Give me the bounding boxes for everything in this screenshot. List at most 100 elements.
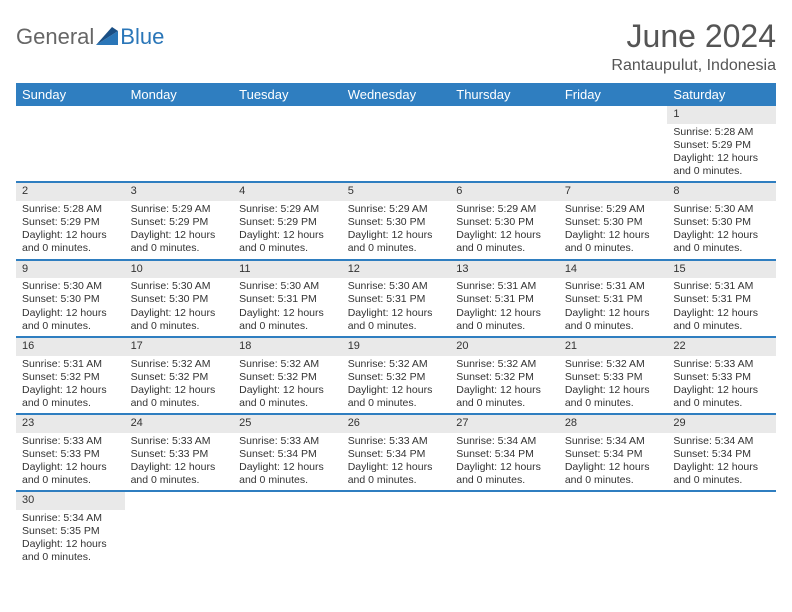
- day-number-cell: 9: [16, 260, 125, 279]
- day-info-cell: Sunrise: 5:31 AMSunset: 5:31 PMDaylight:…: [450, 278, 559, 337]
- day-info-cell: [450, 510, 559, 568]
- day-number-cell: [125, 491, 234, 510]
- daylight-text: Daylight: 12 hours and 0 minutes.: [348, 384, 433, 409]
- sunrise-text: Sunrise: 5:34 AM: [565, 435, 645, 447]
- sunset-text: Sunset: 5:34 PM: [673, 448, 751, 460]
- sunrise-text: Sunrise: 5:30 AM: [673, 203, 753, 215]
- day-number-cell: [233, 491, 342, 510]
- day-info-cell: Sunrise: 5:34 AMSunset: 5:34 PMDaylight:…: [667, 433, 776, 492]
- day-info-cell: [559, 124, 668, 183]
- day-info-cell: Sunrise: 5:32 AMSunset: 5:32 PMDaylight:…: [233, 356, 342, 415]
- calendar-header-row: SundayMondayTuesdayWednesdayThursdayFrid…: [16, 83, 776, 106]
- day-info-cell: Sunrise: 5:31 AMSunset: 5:32 PMDaylight:…: [16, 356, 125, 415]
- day-number-cell: 17: [125, 337, 234, 356]
- day-info-cell: Sunrise: 5:29 AMSunset: 5:30 PMDaylight:…: [559, 201, 668, 260]
- day-header: Saturday: [667, 83, 776, 106]
- sunset-text: Sunset: 5:31 PM: [673, 293, 751, 305]
- sunset-text: Sunset: 5:29 PM: [673, 139, 751, 151]
- day-info-cell: [342, 124, 451, 183]
- day-number-cell: 3: [125, 182, 234, 201]
- day-number-row: 9101112131415: [16, 260, 776, 279]
- day-info-row: Sunrise: 5:34 AMSunset: 5:35 PMDaylight:…: [16, 510, 776, 568]
- daylight-text: Daylight: 12 hours and 0 minutes.: [673, 307, 758, 332]
- daylight-text: Daylight: 12 hours and 0 minutes.: [565, 384, 650, 409]
- sunset-text: Sunset: 5:31 PM: [239, 293, 317, 305]
- sunset-text: Sunset: 5:30 PM: [565, 216, 643, 228]
- sunset-text: Sunset: 5:30 PM: [673, 216, 751, 228]
- day-info-cell: Sunrise: 5:32 AMSunset: 5:32 PMDaylight:…: [450, 356, 559, 415]
- day-header: Tuesday: [233, 83, 342, 106]
- daylight-text: Daylight: 12 hours and 0 minutes.: [456, 307, 541, 332]
- day-info-cell: Sunrise: 5:31 AMSunset: 5:31 PM Daylight:…: [667, 278, 776, 337]
- sunrise-text: Sunrise: 5:34 AM: [673, 435, 753, 447]
- sunset-text: Sunset: 5:33 PM: [22, 448, 100, 460]
- day-info-cell: Sunrise: 5:30 AMSunset: 5:31 PMDaylight:…: [233, 278, 342, 337]
- day-number-cell: 24: [125, 414, 234, 433]
- day-number-cell: 23: [16, 414, 125, 433]
- sunset-text: Sunset: 5:31 PM: [565, 293, 643, 305]
- day-number-cell: 15: [667, 260, 776, 279]
- day-number-row: 1: [16, 106, 776, 124]
- day-number-cell: 8: [667, 182, 776, 201]
- day-info-cell: Sunrise: 5:34 AMSunset: 5:34 PMDaylight:…: [559, 433, 668, 492]
- day-info-cell: [233, 124, 342, 183]
- sunrise-text: Sunrise: 5:30 AM: [131, 280, 211, 292]
- day-number-cell: 7: [559, 182, 668, 201]
- sunset-text: Sunset: 5:29 PM: [131, 216, 209, 228]
- daylight-text: Daylight: 12 hours and 0 minutes.: [348, 229, 433, 254]
- sunrise-text: Sunrise: 5:32 AM: [348, 358, 428, 370]
- day-number-cell: 16: [16, 337, 125, 356]
- day-info-row: Sunrise: 5:28 AMSunset: 5:29 PMDaylight:…: [16, 124, 776, 183]
- daylight-text: Daylight: 12 hours and 0 minutes.: [565, 307, 650, 332]
- sunrise-text: Sunrise: 5:33 AM: [131, 435, 211, 447]
- day-number-cell: 18: [233, 337, 342, 356]
- day-number-cell: 4: [233, 182, 342, 201]
- sunset-text: Sunset: 5:29 PM: [22, 216, 100, 228]
- day-number-cell: 2: [16, 182, 125, 201]
- day-info-cell: Sunrise: 5:33 AMSunset: 5:34 PMDaylight:…: [342, 433, 451, 492]
- sunset-text: Sunset: 5:32 PM: [22, 371, 100, 383]
- day-number-cell: 26: [342, 414, 451, 433]
- day-info-cell: [16, 124, 125, 183]
- sunrise-text: Sunrise: 5:33 AM: [22, 435, 102, 447]
- daylight-text: Daylight: 12 hours and 0 minutes.: [131, 307, 216, 332]
- day-number-cell: 11: [233, 260, 342, 279]
- day-number-cell: 6: [450, 182, 559, 201]
- daylight-text: Daylight: 12 hours and 0 minutes.: [348, 307, 433, 332]
- sunrise-text: Sunrise: 5:29 AM: [565, 203, 645, 215]
- day-info-row: Sunrise: 5:31 AMSunset: 5:32 PMDaylight:…: [16, 356, 776, 415]
- daylight-text: Daylight: 12 hours and 0 minutes.: [456, 384, 541, 409]
- day-number-cell: 20: [450, 337, 559, 356]
- day-number-cell: 30: [16, 491, 125, 510]
- sunrise-text: Sunrise: 5:28 AM: [673, 126, 753, 138]
- daylight-text: Daylight: 12 hours and 0 minutes.: [673, 152, 758, 177]
- day-header: Monday: [125, 83, 234, 106]
- sunrise-text: Sunrise: 5:33 AM: [348, 435, 428, 447]
- day-number-cell: 22: [667, 337, 776, 356]
- sunrise-text: Sunrise: 5:29 AM: [239, 203, 319, 215]
- sunrise-text: Sunrise: 5:29 AM: [456, 203, 536, 215]
- day-info-cell: Sunrise: 5:31 AMSunset: 5:31 PM Daylight:…: [559, 278, 668, 337]
- daylight-text: Daylight: 12 hours and 0 minutes.: [673, 384, 758, 409]
- day-info-cell: Sunrise: 5:33 AMSunset: 5:34 PMDaylight:…: [233, 433, 342, 492]
- day-header: Sunday: [16, 83, 125, 106]
- sunrise-text: Sunrise: 5:28 AM: [22, 203, 102, 215]
- sunset-text: Sunset: 5:32 PM: [239, 371, 317, 383]
- day-info-cell: Sunrise: 5:34 AMSunset: 5:34 PMDaylight:…: [450, 433, 559, 492]
- sunrise-text: Sunrise: 5:31 AM: [565, 280, 645, 292]
- sunrise-text: Sunrise: 5:32 AM: [239, 358, 319, 370]
- flag-icon: [96, 27, 118, 45]
- daylight-text: Daylight: 12 hours and 0 minutes.: [22, 307, 107, 332]
- daylight-text: Daylight: 12 hours and 0 minutes.: [131, 384, 216, 409]
- day-info-cell: [125, 124, 234, 183]
- day-info-cell: Sunrise: 5:29 AMSunset: 5:29 PMDaylight:…: [233, 201, 342, 260]
- daylight-text: Daylight: 12 hours and 0 minutes.: [131, 461, 216, 486]
- day-info-cell: Sunrise: 5:29 AMSunset: 5:30 PMDaylight:…: [450, 201, 559, 260]
- day-number-cell: 25: [233, 414, 342, 433]
- sunrise-text: Sunrise: 5:31 AM: [673, 280, 753, 292]
- day-number-cell: [450, 491, 559, 510]
- sunrise-text: Sunrise: 5:32 AM: [456, 358, 536, 370]
- daylight-text: Daylight: 12 hours and 0 minutes.: [22, 461, 107, 486]
- daylight-text: Daylight: 12 hours and 0 minutes.: [239, 307, 324, 332]
- sunset-text: Sunset: 5:34 PM: [239, 448, 317, 460]
